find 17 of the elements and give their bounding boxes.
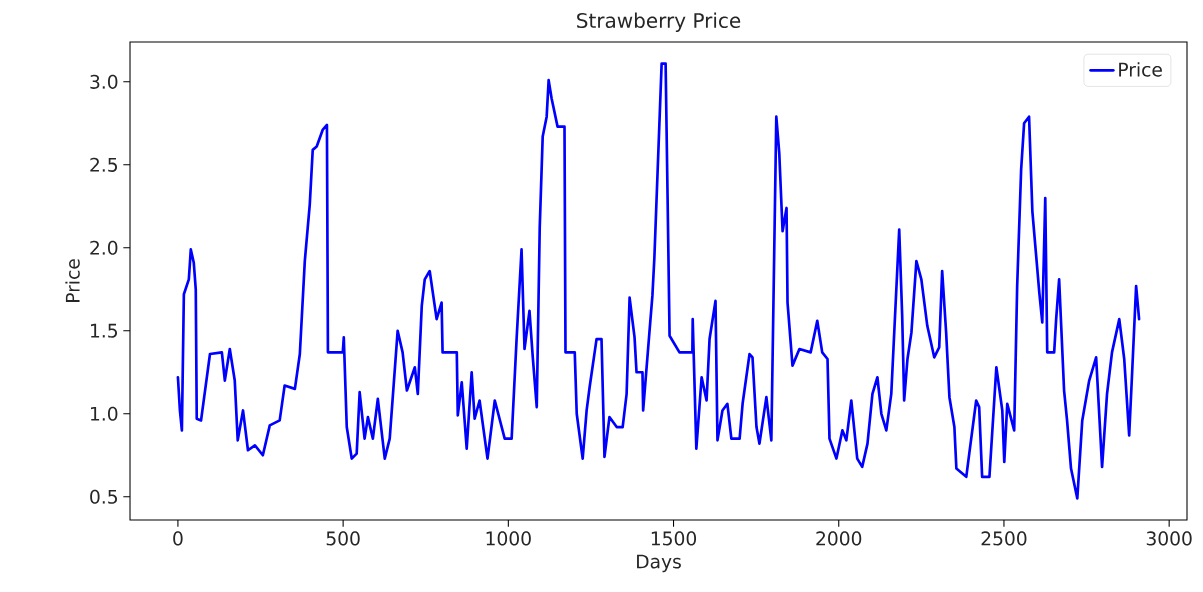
chart-title: Strawberry Price [577,12,741,32]
y-tick-label: 2.0 [90,240,118,255]
x-tick-label: 1000 [486,531,531,546]
y-tick-label: 1.0 [91,406,118,421]
x-tick-label: 0 [173,531,183,546]
x-axis-title: Days [637,554,681,573]
x-tick-label: 1500 [651,531,697,546]
y-axis-title: Price [65,259,80,302]
x-tick-label: 500 [326,531,360,546]
y-tick-label: 1.5 [91,323,117,338]
x-tick-label: 2500 [981,531,1027,546]
y-tick-label: 2.5 [90,157,117,172]
legend-label: Price [1119,62,1162,77]
y-tick-label: 3.0 [90,74,118,89]
x-tick-label: 2000 [816,531,862,546]
y-tick-label: 0.5 [90,489,117,504]
x-tick-label: 3000 [1146,531,1192,546]
